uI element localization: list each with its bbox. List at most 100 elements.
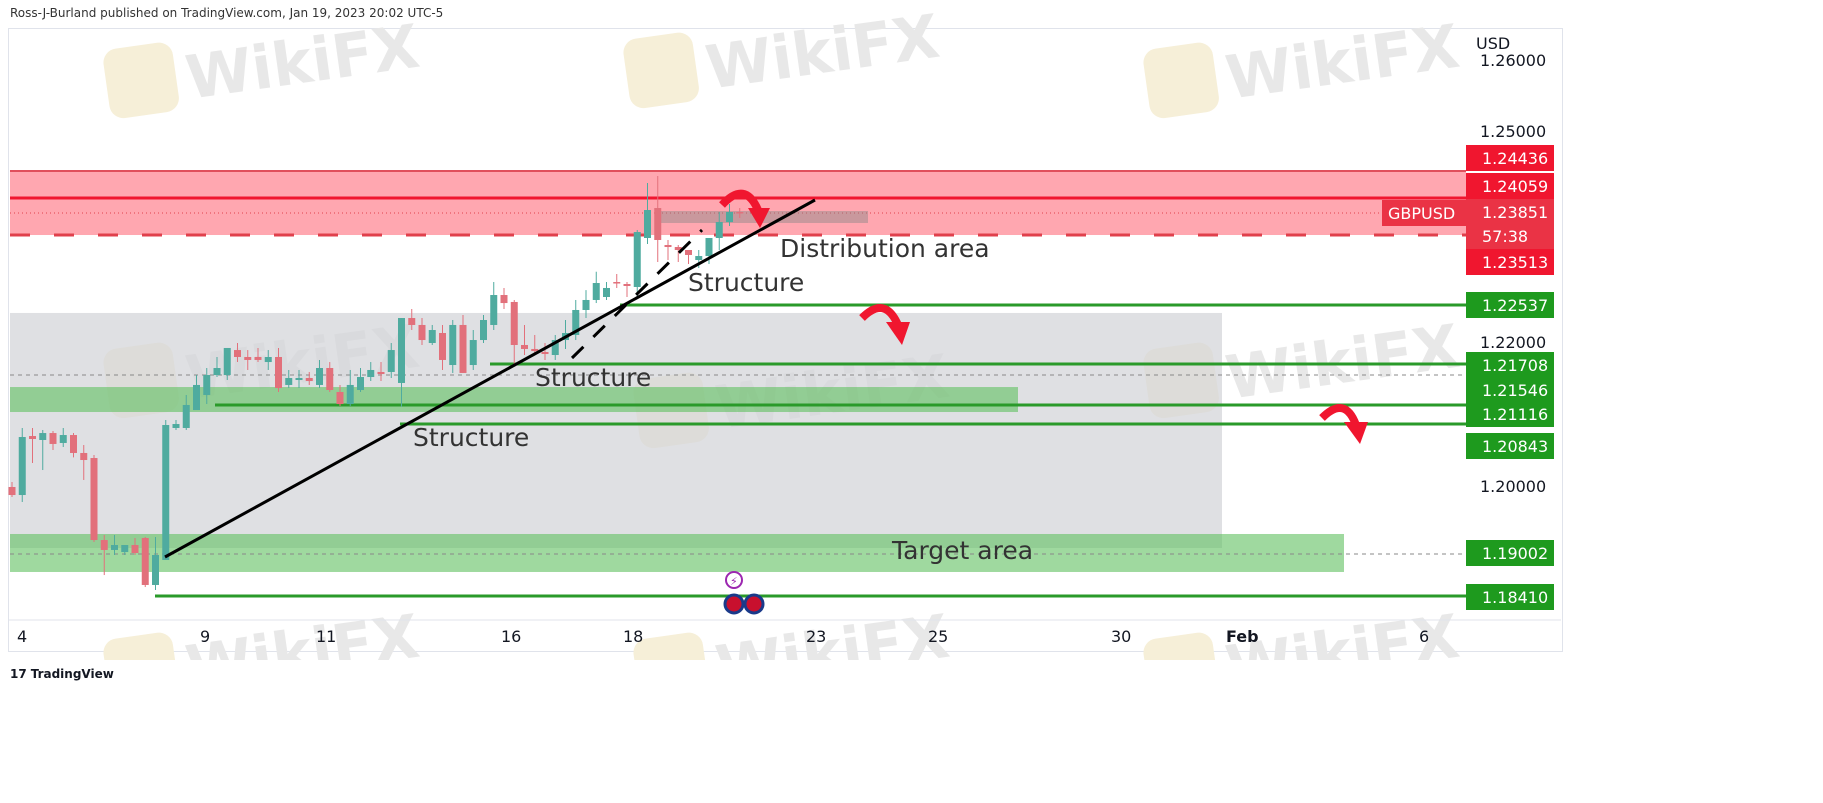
wikifx-watermark: WikiFX: [182, 12, 424, 114]
price-label-box: [1466, 199, 1554, 249]
wikifx-watermark: WikiFX: [1222, 12, 1464, 114]
annotations: Distribution area Structure Structure St…: [413, 234, 1033, 565]
wikifx-watermark: WikiFX: [182, 602, 424, 660]
candle: [316, 367, 323, 385]
x-tick: 23: [806, 627, 826, 646]
uk-flag-icon[interactable]: [743, 593, 765, 615]
candle: [541, 352, 549, 355]
candle: [346, 384, 354, 404]
candle: [726, 212, 733, 223]
price-label: 1.21116: [1482, 405, 1548, 424]
candle: [357, 377, 364, 391]
candle: [387, 350, 395, 372]
event-markers[interactable]: ⚡: [723, 571, 765, 615]
candle: [152, 555, 159, 585]
price-label: 1.21708: [1482, 356, 1548, 375]
wikifx-logo-icon: [103, 42, 179, 119]
price-label-box: [1466, 401, 1554, 427]
candle: [59, 435, 67, 443]
curved-arrow-icon: [719, 189, 762, 212]
candle: [49, 433, 57, 444]
candle: [213, 367, 221, 376]
price-labels: 1.24436 1.24059 1.23851 57:38 1.23513 1.22537…: [1466, 145, 1554, 610]
tradingview-logo[interactable]: 𝟭𝟳 TradingView: [10, 667, 114, 681]
candle: [480, 320, 487, 341]
time-axis[interactable]: 4 9 11 16 18 23 25 30 Feb 6: [17, 627, 1429, 646]
price-label: 1.23851: [1482, 203, 1548, 222]
candle: [244, 356, 252, 360]
candle: [715, 222, 723, 238]
curved-arrow-icon: [1319, 404, 1360, 427]
candle: [736, 212, 744, 214]
price-label-box: [1466, 584, 1554, 610]
candle: [162, 425, 170, 560]
price-label: 1.18410: [1482, 588, 1548, 607]
candle: [469, 340, 477, 366]
candle: [551, 340, 559, 356]
wikifx-logo-icon: [1143, 632, 1219, 660]
candle: [521, 344, 528, 349]
distribution-zone: [10, 171, 1466, 236]
trendline-dashed[interactable]: [570, 228, 704, 360]
lightning-glyph: ⚡: [730, 575, 738, 588]
candle: [603, 287, 610, 297]
x-tick: 11: [316, 627, 336, 646]
curved-arrows: [719, 189, 1368, 444]
x-tick: 25: [928, 627, 948, 646]
candle: [254, 356, 262, 360]
price-label-box: [1466, 377, 1554, 403]
x-tick: 6: [1419, 627, 1429, 646]
uk-flag-icon[interactable]: [723, 593, 745, 615]
structure-band: [10, 387, 1018, 413]
gray-range: [10, 312, 1222, 548]
candle: [613, 282, 621, 284]
price-axis[interactable]: USD 1.26000 1.25000 1.22000 1.20000: [1466, 29, 1560, 620]
y-tick: 1.20000: [1480, 477, 1546, 496]
y-tick: 1.25000: [1480, 122, 1546, 141]
price-label: 1.19002: [1482, 544, 1548, 563]
candle: [398, 318, 405, 383]
price-label: 1.24059: [1482, 177, 1548, 196]
currency-label: USD: [1476, 34, 1510, 53]
candle: [275, 356, 282, 389]
countdown-label: 57:38: [1482, 227, 1528, 246]
y-tick: 1.26000: [1480, 51, 1546, 70]
candle: [111, 545, 118, 550]
symbol-tag: GBPUSD: [1382, 200, 1466, 226]
candle: [572, 309, 580, 335]
candle: [367, 369, 375, 378]
annotation-structure-1: Structure: [688, 268, 804, 297]
price-label-box: [1466, 145, 1554, 171]
candle: [428, 330, 436, 344]
trendline-main[interactable]: [164, 198, 816, 559]
price-label: 1.22537: [1482, 296, 1548, 315]
candle: [459, 324, 467, 373]
candle: [685, 249, 692, 255]
candle: [664, 245, 672, 248]
candle: [695, 256, 703, 261]
target-zone: [10, 533, 1344, 572]
candle: [29, 436, 36, 439]
x-tick: Feb: [1226, 627, 1259, 646]
candle: [90, 458, 98, 541]
price-label-box: [1466, 433, 1554, 459]
x-tick: 30: [1111, 627, 1131, 646]
wikifx-watermark: WikiFX: [702, 2, 944, 104]
chart-frame: [8, 28, 1563, 652]
candle: [377, 371, 385, 375]
lightning-event-icon[interactable]: [725, 571, 743, 589]
candle: [326, 367, 334, 391]
candle: [633, 232, 641, 287]
tradingview-logo-icon: 𝟭𝟳: [10, 667, 27, 681]
candle: [623, 284, 631, 286]
price-label-box: [1466, 249, 1554, 275]
candle: [305, 378, 313, 381]
annotation-structure-2: Structure: [535, 363, 651, 392]
wikifx-logo-icon: [1143, 42, 1219, 119]
y-tick: 1.22000: [1480, 333, 1546, 352]
candle: [39, 433, 47, 440]
price-label: 1.21546: [1482, 381, 1548, 400]
candle: [439, 332, 446, 360]
wikifx-logo-icon: [623, 32, 699, 109]
